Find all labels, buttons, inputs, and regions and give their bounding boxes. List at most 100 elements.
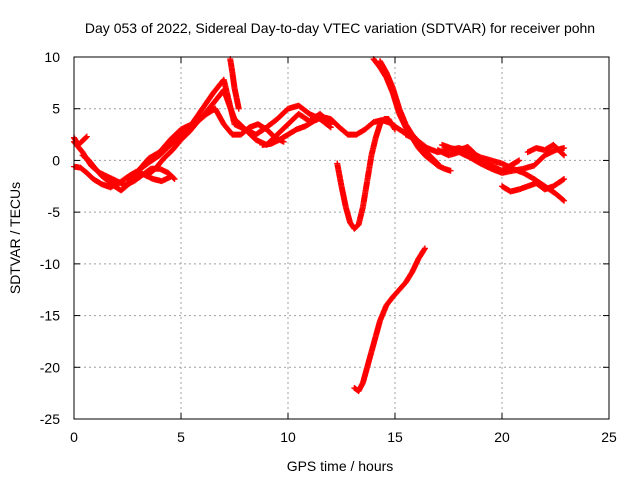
data-point-run bbox=[275, 106, 291, 122]
data-point-run bbox=[416, 146, 428, 158]
chart-title: Day 053 of 2022, Sidereal Day-to-day VTE… bbox=[85, 20, 595, 36]
data-point-run bbox=[328, 116, 342, 130]
y-axis-label: SDTVAR / TECUs bbox=[7, 182, 23, 294]
x-tick-label: 20 bbox=[494, 429, 510, 445]
plot-frame bbox=[73, 56, 610, 420]
data-point-run bbox=[337, 125, 350, 137]
data-point-run bbox=[200, 91, 216, 111]
data-point-run bbox=[170, 137, 184, 153]
data-point-run bbox=[212, 106, 227, 127]
data-point-run bbox=[373, 319, 383, 338]
data-point-run bbox=[362, 119, 376, 132]
series-11 bbox=[370, 56, 454, 174]
data-point-run bbox=[80, 134, 89, 143]
data-point-run bbox=[125, 168, 141, 186]
data-point-run bbox=[474, 153, 487, 165]
ticks bbox=[73, 56, 610, 420]
data-point bbox=[434, 160, 441, 167]
data-point-run bbox=[157, 142, 173, 158]
data-point-run bbox=[187, 119, 201, 134]
data-point-run bbox=[409, 256, 421, 274]
data-point bbox=[561, 145, 568, 152]
x-tick-label: 15 bbox=[387, 429, 403, 445]
series-10 bbox=[334, 116, 398, 232]
data-point-run bbox=[76, 138, 85, 148]
data-point bbox=[83, 133, 90, 140]
data-point-run bbox=[414, 137, 430, 151]
data-point-run bbox=[178, 129, 192, 142]
data-point-run bbox=[99, 173, 111, 184]
data-point bbox=[171, 176, 178, 183]
data-point-run bbox=[144, 166, 158, 179]
data-point-run bbox=[551, 142, 567, 158]
series-7 bbox=[143, 105, 287, 179]
y-tick-label: -20 bbox=[40, 359, 60, 375]
data-point bbox=[516, 157, 523, 164]
data-point-run bbox=[153, 156, 167, 171]
data-point-run bbox=[232, 116, 248, 132]
data-point-run bbox=[93, 166, 104, 178]
data-point-run bbox=[416, 246, 428, 261]
series-16 bbox=[439, 141, 523, 174]
data-point bbox=[235, 105, 242, 112]
data-point-run bbox=[553, 191, 567, 203]
data-point-run bbox=[383, 70, 396, 90]
data-point-run bbox=[227, 57, 236, 75]
data-point-run bbox=[296, 103, 312, 117]
data-point-run bbox=[264, 127, 278, 140]
data-point-run bbox=[80, 153, 91, 163]
data-point-run bbox=[422, 148, 434, 160]
data-point-run bbox=[168, 127, 184, 142]
data-point-run bbox=[229, 70, 238, 90]
data-point-run bbox=[390, 287, 402, 299]
data-point-run bbox=[86, 158, 98, 171]
data-point-run bbox=[468, 155, 483, 166]
data-point-run bbox=[360, 179, 370, 209]
data-point-run bbox=[429, 155, 440, 166]
data-point-run bbox=[117, 174, 130, 186]
x-tick-label: 0 bbox=[70, 429, 78, 445]
data-point-run bbox=[364, 350, 375, 369]
data-point-run bbox=[221, 88, 238, 121]
data-point-run bbox=[397, 280, 408, 292]
x-tick-label: 5 bbox=[177, 429, 185, 445]
data-point-run bbox=[521, 170, 536, 182]
data-point-run bbox=[264, 116, 280, 130]
series-2 bbox=[71, 133, 90, 148]
data-point-run bbox=[136, 160, 151, 173]
data-point bbox=[447, 167, 454, 174]
data-point-run bbox=[275, 122, 291, 137]
data-point-run bbox=[364, 153, 375, 183]
data-point-run bbox=[390, 86, 402, 111]
data-point bbox=[561, 152, 568, 159]
data-point-run bbox=[377, 117, 387, 127]
data-point-run bbox=[168, 132, 184, 147]
data-point-run bbox=[371, 57, 383, 70]
series-8 bbox=[227, 56, 242, 112]
data-point-run bbox=[146, 152, 162, 165]
series-13 bbox=[351, 245, 428, 395]
data-point-run bbox=[396, 107, 409, 126]
series-18 bbox=[524, 141, 568, 159]
x-tick-label: 10 bbox=[280, 429, 296, 445]
data-point-run bbox=[355, 205, 366, 227]
y-tick-label: -5 bbox=[48, 204, 61, 220]
y-tick-label: 5 bbox=[52, 101, 60, 117]
x-tick-labels: 0 5 10 15 20 25 bbox=[70, 429, 617, 445]
data-point-run bbox=[106, 178, 117, 189]
data-point-run bbox=[196, 111, 209, 124]
series-layer bbox=[71, 56, 568, 395]
y-tick-label: -15 bbox=[40, 308, 60, 324]
data-point-run bbox=[551, 176, 566, 189]
data-point-run bbox=[84, 170, 96, 182]
x-tick-label: 25 bbox=[601, 429, 617, 445]
data-point-run bbox=[285, 111, 301, 127]
data-point-run bbox=[360, 365, 370, 385]
data-point-run bbox=[532, 153, 547, 168]
y-tick-label: 10 bbox=[44, 49, 60, 65]
data-point-run bbox=[343, 205, 353, 225]
data-point-run bbox=[384, 294, 396, 308]
grid bbox=[74, 57, 609, 419]
data-point-run bbox=[78, 165, 89, 175]
data-point-run bbox=[178, 122, 194, 137]
